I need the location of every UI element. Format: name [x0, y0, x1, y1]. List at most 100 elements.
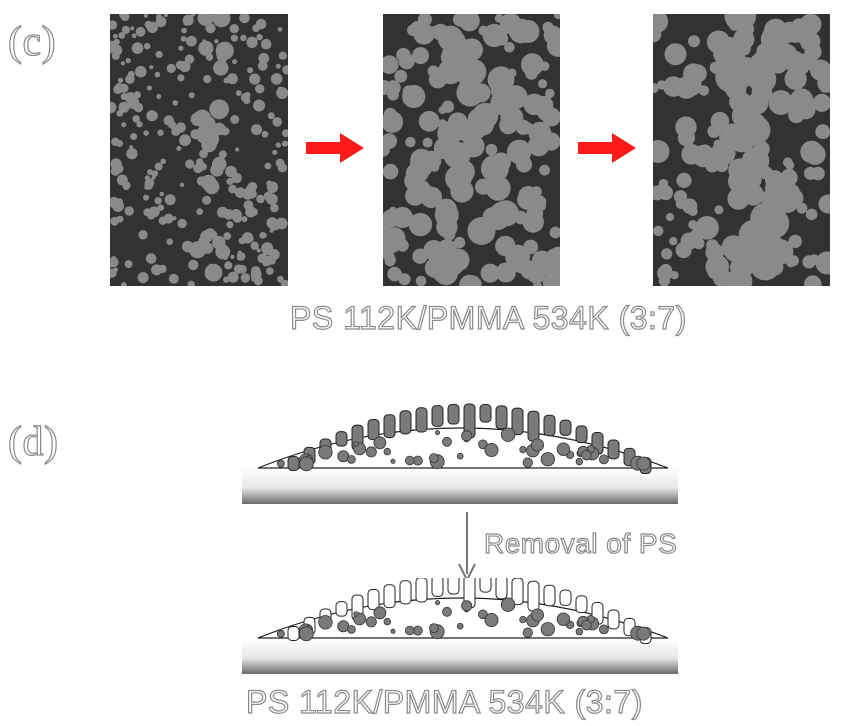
- particle: [519, 445, 527, 454]
- pore: [287, 455, 300, 471]
- droplet: [490, 79, 512, 101]
- particle: [484, 613, 499, 628]
- droplet: [220, 130, 226, 135]
- droplet: [703, 158, 714, 169]
- particle: [461, 430, 473, 442]
- droplet: [223, 232, 232, 240]
- pore: [575, 425, 588, 444]
- droplet: [214, 39, 219, 44]
- droplet: [445, 165, 472, 192]
- droplet: [522, 268, 534, 279]
- droplet: [266, 217, 278, 229]
- droplet: [282, 67, 287, 72]
- droplet: [751, 82, 773, 104]
- particle: [598, 624, 609, 635]
- droplet: [240, 273, 251, 283]
- droplet: [216, 51, 229, 63]
- droplet: [164, 194, 176, 206]
- droplet: [121, 25, 130, 34]
- droplet: [197, 14, 214, 26]
- droplet: [452, 14, 468, 27]
- droplet: [412, 47, 429, 65]
- droplet: [260, 59, 267, 67]
- pore: [511, 407, 524, 436]
- droplet: [160, 158, 166, 165]
- droplet: [549, 226, 560, 239]
- droplet: [753, 140, 770, 158]
- droplet: [224, 261, 233, 270]
- droplet: [508, 18, 534, 44]
- droplet: [158, 216, 167, 225]
- removal-label: Removal of PS: [483, 527, 678, 559]
- droplet: [553, 14, 560, 20]
- micrograph-stage-2: [383, 14, 560, 286]
- film-cross-section-before: [238, 400, 680, 513]
- droplet: [415, 275, 427, 286]
- particle: [530, 438, 544, 452]
- droplet: [118, 101, 130, 113]
- droplet: [110, 101, 117, 114]
- droplet: [130, 133, 138, 140]
- droplet: [421, 150, 442, 171]
- droplet: [687, 206, 698, 217]
- droplet: [132, 115, 140, 123]
- droplet: [818, 194, 830, 214]
- particle: [434, 600, 440, 606]
- droplet: [154, 162, 163, 171]
- droplet: [235, 90, 242, 96]
- droplet: [203, 75, 212, 84]
- particle: [456, 622, 464, 630]
- droplet: [249, 73, 261, 85]
- droplet: [204, 228, 216, 240]
- droplet: [818, 127, 830, 139]
- droplet: [661, 248, 673, 260]
- droplet: [124, 260, 133, 269]
- droplet: [236, 252, 246, 261]
- droplet: [143, 194, 149, 201]
- droplet: [275, 142, 281, 148]
- droplet: [249, 208, 258, 216]
- droplet: [227, 271, 239, 283]
- pore: [543, 414, 556, 437]
- droplet: [543, 25, 560, 45]
- droplet: [261, 130, 269, 138]
- droplet: [707, 263, 723, 280]
- droplet: [117, 77, 124, 84]
- droplet: [800, 14, 822, 35]
- droplet: [110, 158, 122, 170]
- droplet: [433, 253, 450, 270]
- droplet: [455, 121, 476, 142]
- down-arrow-icon: [455, 512, 479, 587]
- pore: [479, 573, 492, 593]
- droplet: [172, 216, 177, 221]
- droplet: [804, 43, 822, 61]
- pore: [575, 595, 588, 614]
- particle: [540, 622, 555, 637]
- droplet: [282, 129, 288, 138]
- right-arrow-icon: [578, 133, 636, 168]
- droplet: [396, 47, 411, 63]
- droplet: [485, 143, 498, 156]
- droplet: [125, 57, 131, 64]
- droplet: [673, 190, 688, 204]
- droplet: [713, 36, 744, 68]
- droplet: [729, 90, 751, 113]
- droplet: [120, 93, 128, 100]
- droplet: [383, 209, 401, 228]
- droplet: [151, 264, 163, 276]
- droplet: [179, 134, 191, 147]
- droplet: [266, 267, 274, 275]
- droplet: [226, 221, 234, 229]
- droplet: [675, 241, 692, 259]
- droplet: [384, 255, 396, 267]
- droplet: [744, 233, 775, 265]
- particle: [484, 443, 499, 458]
- droplet: [472, 113, 495, 136]
- droplet: [453, 236, 466, 249]
- droplet: [504, 42, 515, 53]
- droplet: [112, 33, 118, 39]
- droplet: [157, 129, 164, 136]
- droplet: [276, 87, 288, 99]
- droplet: [788, 234, 802, 249]
- droplet: [261, 232, 267, 239]
